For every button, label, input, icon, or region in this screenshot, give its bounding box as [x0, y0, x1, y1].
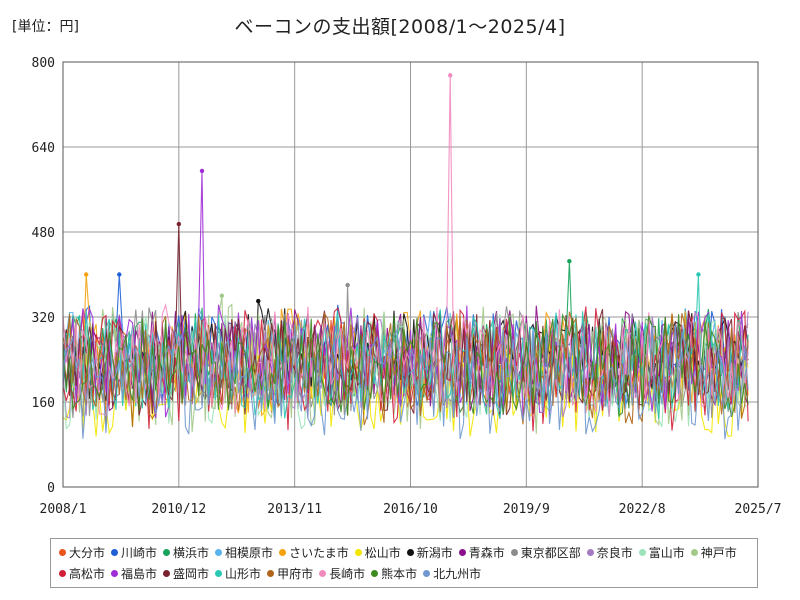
legend-label: 松山市 [364, 546, 401, 560]
x-tick-label: 2008/1 [40, 502, 87, 517]
series-18 [62, 73, 749, 417]
legend-item: 山形市 [215, 563, 261, 584]
y-tick-label: 480 [32, 226, 55, 241]
series-20 [62, 324, 749, 440]
legend-marker [163, 549, 171, 556]
legend-marker [267, 570, 275, 577]
series-peak-point [567, 259, 572, 264]
legend-label: 長崎市 [329, 567, 366, 581]
y-tick-label: 160 [32, 396, 55, 411]
series-line [62, 312, 749, 418]
legend-item: 奈良市 [586, 542, 633, 563]
series-peak-point [199, 168, 205, 174]
legend-marker [111, 570, 119, 577]
legend-item: 川崎市 [111, 542, 157, 563]
legend-label: 山形市 [225, 567, 262, 581]
series-peak-point [696, 272, 701, 277]
x-tick-label: 2010/12 [151, 502, 206, 517]
legend-label: 神戸市 [700, 546, 737, 560]
series-19 [62, 312, 749, 418]
y-tick-label: 320 [32, 311, 55, 326]
x-tick-label: 2022/8 [619, 502, 666, 517]
legend-marker [111, 549, 119, 556]
y-tick-label: 640 [32, 141, 55, 156]
legend-label: 高松市 [69, 567, 106, 581]
legend-marker [279, 549, 287, 556]
legend-item: 東京都区部 [510, 542, 581, 563]
series-lines [62, 73, 749, 440]
series-line [62, 306, 749, 432]
legend-item: 福島市 [111, 563, 157, 584]
legend-marker [163, 570, 171, 577]
unit-label: [単位：円] [12, 19, 79, 35]
legend-marker [319, 570, 327, 577]
legend-label: さいたま市 [289, 546, 349, 560]
legend-label: 盛岡市 [173, 567, 210, 581]
legend-item: 富山市 [638, 542, 685, 563]
line-chart: 0 160 320 480 640 800 2008/1 2010/12 2013/11 2016… [32, 56, 782, 517]
legend-marker [59, 570, 66, 577]
series-peak-point [219, 293, 225, 298]
legend-label: 福島市 [121, 567, 158, 581]
series-peak-point [256, 298, 261, 304]
legend-label: 横浜市 [173, 546, 210, 560]
x-tick-label: 2025/7 [735, 502, 782, 517]
legend-marker [458, 549, 466, 556]
legend-marker [215, 549, 223, 556]
legend-label: 甲府市 [277, 567, 314, 581]
y-tick-label: 0 [47, 481, 55, 496]
legend-item: 横浜市 [163, 542, 209, 563]
legend-item: 熊本市 [371, 563, 417, 584]
legend-label: 奈良市 [596, 546, 633, 560]
legend-marker [638, 549, 646, 556]
legend-label: 東京都区部 [520, 546, 581, 560]
legend-marker [215, 570, 223, 577]
x-tick-label: 2013/11 [267, 502, 322, 517]
chart-title: ベーコンの支出額[2008/1～2025/4] [234, 16, 566, 38]
legend-item: 大分市 [59, 542, 105, 563]
legend-item: 松山市 [354, 542, 401, 563]
legend: 大分市 川崎市 横浜市 相模原市 さいたま市 松山市 新潟市 青森市 東京都区部 奈良市 富山市 神戸… [50, 538, 758, 588]
series-peak-point [176, 221, 182, 227]
legend-label: 熊本市 [381, 567, 418, 581]
legend-marker [690, 549, 698, 556]
legend-label: 青森市 [468, 546, 505, 560]
axis-ticks: 0 160 320 480 640 800 2008/1 2010/12 2013/11 2016… [32, 56, 782, 517]
legend-marker [371, 570, 379, 577]
series-line [62, 75, 749, 417]
legend-item: 甲府市 [267, 563, 313, 584]
series-peak-point [448, 73, 453, 78]
legend-item: 北九州市 [423, 563, 481, 584]
series-13 [62, 306, 749, 432]
legend-item: さいたま市 [279, 542, 349, 563]
legend-label: 新潟市 [416, 546, 453, 560]
legend-label: 富山市 [648, 546, 685, 560]
series-peak-point [117, 272, 122, 277]
x-tick-label: 2019/9 [503, 502, 550, 517]
plot-frame [62, 61, 759, 488]
legend-marker [586, 549, 594, 556]
series-line [62, 324, 749, 440]
legend-item: 青森市 [458, 542, 505, 563]
legend-label: 大分市 [69, 546, 106, 560]
legend-item: 神戸市 [690, 542, 737, 563]
legend-item: 盛岡市 [163, 563, 209, 584]
legend-label: 相模原市 [225, 546, 274, 560]
y-tick-label: 800 [32, 56, 55, 71]
grid [62, 61, 759, 488]
legend-marker [423, 570, 431, 577]
series-peak-point [345, 282, 350, 288]
legend-marker [354, 549, 362, 556]
legend-label: 北九州市 [433, 567, 482, 581]
legend-marker [406, 549, 414, 556]
legend-item: 高松市 [59, 563, 105, 584]
legend-marker [59, 549, 66, 556]
legend-item: 新潟市 [406, 542, 453, 563]
legend-item: 長崎市 [319, 563, 365, 584]
x-tick-label: 2016/10 [383, 502, 438, 517]
legend-marker [510, 549, 518, 556]
legend-item: 相模原市 [215, 542, 273, 563]
series-peak-point [83, 272, 89, 277]
legend-label: 川崎市 [121, 546, 158, 560]
